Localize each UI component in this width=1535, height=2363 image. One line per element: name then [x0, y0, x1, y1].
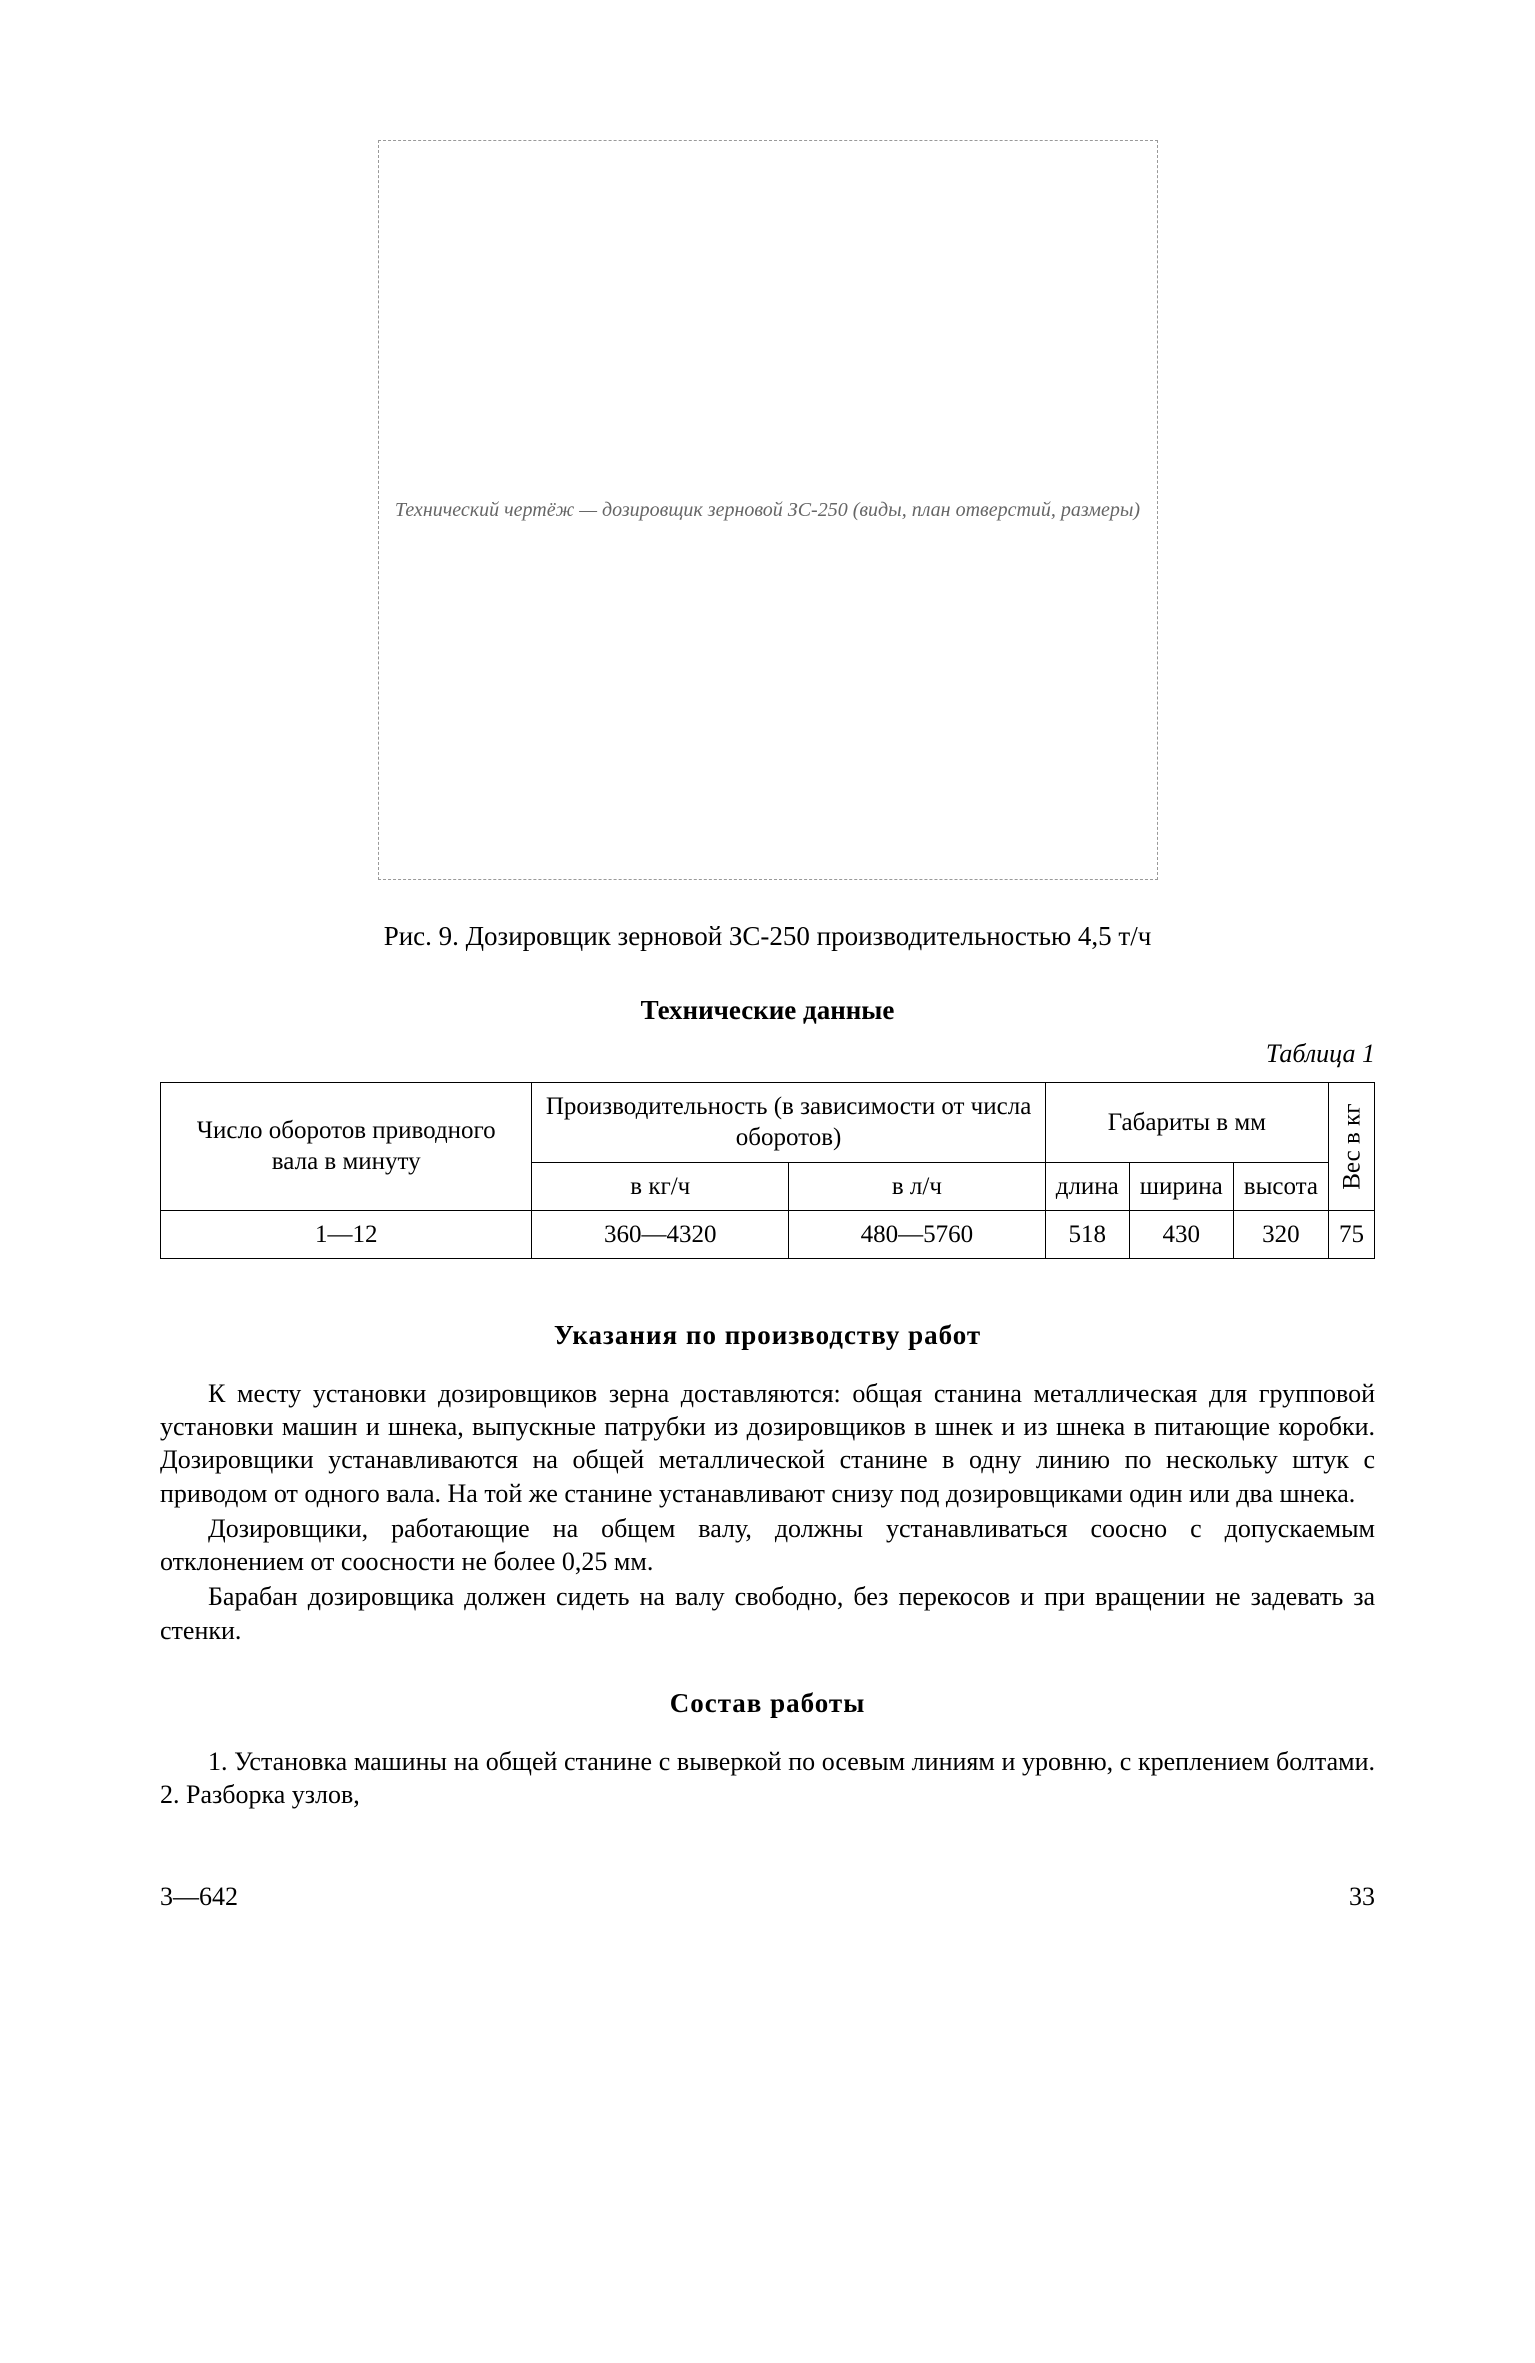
col-rpm: Число обо­ротов привод­ного вала в минут… — [161, 1083, 532, 1211]
drawing-placeholder: Технический чертёж — дозировщик зерновой… — [395, 498, 1140, 523]
footer-left: 3—642 — [160, 1881, 238, 1914]
table-row: 1—12 360—4320 480—5760 518 430 320 75 — [161, 1210, 1375, 1258]
cell-dim-hei: 320 — [1233, 1210, 1328, 1258]
col-perf-l: в л/ч — [789, 1162, 1046, 1210]
technical-data-heading: Технические данные — [160, 994, 1375, 1028]
engineering-drawing: Технический чертёж — дозировщик зерновой… — [378, 140, 1158, 880]
col-weight: Вес в кг — [1329, 1083, 1375, 1211]
col-performance-group: Производительность (в зависимости от чис… — [532, 1083, 1045, 1163]
col-dim-height: высота — [1233, 1162, 1328, 1210]
page-number: 33 — [1349, 1881, 1375, 1914]
cell-dim-wid: 430 — [1129, 1210, 1233, 1258]
col-dim-width: ширина — [1129, 1162, 1233, 1210]
instructions-heading: Указания по производству работ — [160, 1319, 1375, 1353]
work-heading: Состав работы — [160, 1687, 1375, 1721]
col-dim-length: длина — [1045, 1162, 1129, 1210]
col-perf-kg: в кг/ч — [532, 1162, 789, 1210]
figure-caption: Рис. 9. Дозировщик зерновой ЗС-250 произ… — [160, 920, 1375, 954]
page-footer: 3—642 33 — [160, 1881, 1375, 1914]
cell-perf-l: 480—5760 — [789, 1210, 1046, 1258]
cell-rpm: 1—12 — [161, 1210, 532, 1258]
instr-para-2: Дозировщики, работающие на общем валу, д… — [160, 1512, 1375, 1579]
technical-data-table: Число обо­ротов привод­ного вала в минут… — [160, 1082, 1375, 1259]
work-para-1: 1. Установка машины на общей станине с в… — [160, 1745, 1375, 1812]
cell-dim-len: 518 — [1045, 1210, 1129, 1258]
col-dimensions-group: Габариты в мм — [1045, 1083, 1328, 1163]
cell-weight: 75 — [1329, 1210, 1375, 1258]
instr-para-1: К месту установки дозировщиков зерна дос… — [160, 1377, 1375, 1510]
cell-perf-kg: 360—4320 — [532, 1210, 789, 1258]
instr-para-3: Барабан дозировщика должен сидеть на вал… — [160, 1580, 1375, 1647]
table-number-label: Таблица 1 — [160, 1038, 1375, 1071]
